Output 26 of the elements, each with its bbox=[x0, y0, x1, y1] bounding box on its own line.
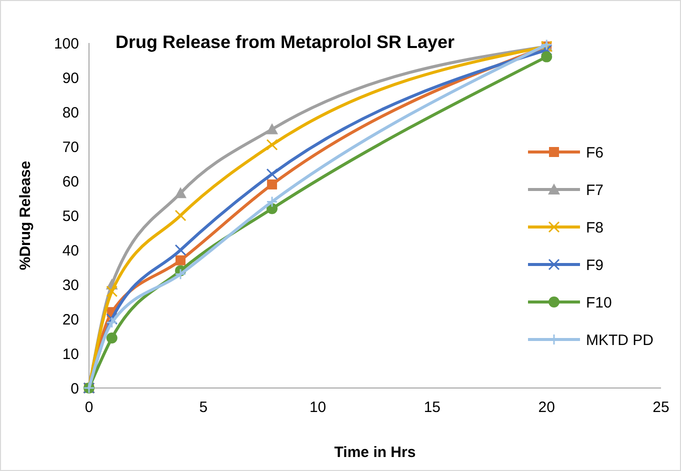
legend-label: F9 bbox=[586, 256, 604, 274]
y-tick-label: 50 bbox=[62, 208, 79, 225]
legend-label: F7 bbox=[586, 182, 604, 199]
x-tick-label: 5 bbox=[199, 399, 208, 416]
y-tick-label: 90 bbox=[62, 70, 79, 87]
legend-label: F8 bbox=[586, 219, 604, 236]
y-tick-label: 40 bbox=[62, 242, 79, 260]
y-tick-label: 10 bbox=[62, 346, 79, 363]
chart-title: Drug Release from Metaprolol SR Layer bbox=[115, 32, 455, 52]
x-tick-label: 25 bbox=[652, 399, 670, 416]
y-tick-label: 20 bbox=[62, 311, 79, 328]
legend-label: MKTD PD bbox=[586, 332, 654, 349]
x-tick-label: 0 bbox=[84, 399, 94, 416]
y-tick-label: 70 bbox=[62, 138, 79, 156]
y-axis-title: %Drug Release bbox=[17, 160, 34, 270]
x-tick-label: 15 bbox=[424, 399, 441, 416]
x-axis-title: Time in Hrs bbox=[334, 444, 416, 461]
y-tick-label: 100 bbox=[54, 35, 79, 52]
legend-label: F6 bbox=[586, 144, 604, 162]
x-tick-label: 10 bbox=[309, 399, 326, 416]
legend-label: F10 bbox=[586, 294, 612, 312]
y-tick-label: 60 bbox=[62, 173, 79, 190]
y-tick-label: 80 bbox=[62, 104, 79, 122]
y-tick-label: 0 bbox=[70, 380, 79, 398]
y-tick-label: 30 bbox=[62, 276, 79, 294]
x-tick-label: 20 bbox=[538, 399, 555, 416]
